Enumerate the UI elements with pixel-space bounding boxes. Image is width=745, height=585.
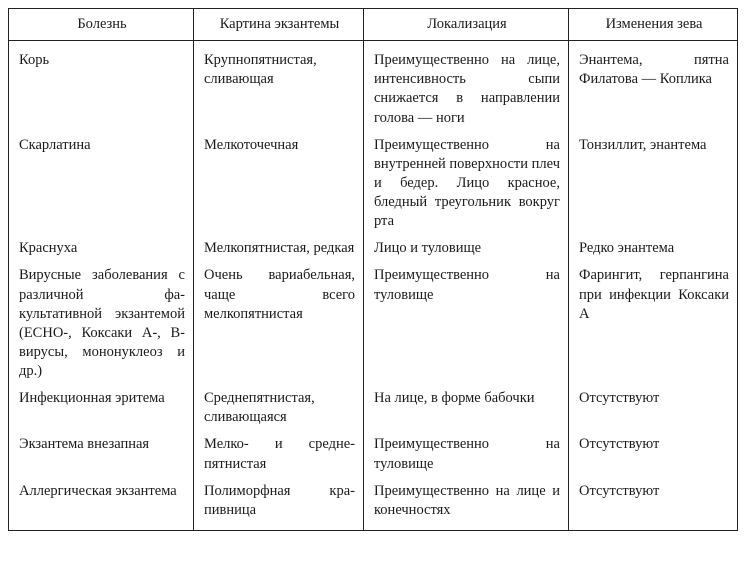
cell-disease: Аллергическая эк­зантема — [9, 478, 194, 531]
cell-disease: Инфекционная эри­тема — [9, 385, 194, 431]
cell-pharynx: Редко энантема — [569, 235, 738, 262]
cell-pharynx: Энантема, пятна Филатова — Коп­лика — [569, 41, 738, 132]
cell-localization: Преимущественно на лице и конечностях — [364, 478, 569, 531]
table-row: Краснуха Мелкопятнистая, редкая Лицо и т… — [9, 235, 738, 262]
table-row: Вирусные заболева­ния с различной фа­кул… — [9, 262, 738, 385]
cell-pattern: Очень вариабель­ная, чаще всего мелкопят… — [194, 262, 364, 385]
cell-localization: Преимущественно на туловище — [364, 262, 569, 385]
table-header-row: Болезнь Картина экзантемы Локализация Из… — [9, 9, 738, 41]
cell-localization: На лице, в форме ба­бочки — [364, 385, 569, 431]
cell-localization: Лицо и туловище — [364, 235, 569, 262]
cell-pattern: Мелко- и средне­пятнистая — [194, 431, 364, 477]
cell-localization: Преимущественно на лице, интенсивность с… — [364, 41, 569, 132]
col-header-pattern: Картина экзантемы — [194, 9, 364, 41]
table-row: Скарлатина Мелкоточечная Преимущественно… — [9, 132, 738, 236]
cell-pattern: Мелкоточечная — [194, 132, 364, 236]
cell-pharynx: Отсутствуют — [569, 478, 738, 531]
cell-localization: Преимущественно на туловище — [364, 431, 569, 477]
cell-pharynx: Тонзиллит, энантема — [569, 132, 738, 236]
cell-pharynx: Фарингит, герпан­гина при инфек­ции Кокс… — [569, 262, 738, 385]
cell-disease: Вирусные заболева­ния с различной фа­кул… — [9, 262, 194, 385]
cell-pattern: Среднепятнистая, сливающаяся — [194, 385, 364, 431]
cell-disease: Корь — [9, 41, 194, 132]
table-row: Корь Крупнопятнистая, сливающая Преимуще… — [9, 41, 738, 132]
cell-localization: Преимущественно на внутренней поверхно­с… — [364, 132, 569, 236]
cell-pattern: Мелкопятнистая, редкая — [194, 235, 364, 262]
table-row: Экзантема внезапная Мелко- и средне­пятн… — [9, 431, 738, 477]
cell-pattern: Полиморфная кра­пивница — [194, 478, 364, 531]
cell-disease: Экзантема внезапная — [9, 431, 194, 477]
cell-disease: Скарлатина — [9, 132, 194, 236]
col-header-pharynx: Изменения зева — [569, 9, 738, 41]
exanthema-differential-table: Болезнь Картина экзантемы Локализация Из… — [8, 8, 738, 531]
table-row: Инфекционная эри­тема Среднепятнистая, с… — [9, 385, 738, 431]
cell-disease: Краснуха — [9, 235, 194, 262]
cell-pharynx: Отсутствуют — [569, 385, 738, 431]
col-header-disease: Болезнь — [9, 9, 194, 41]
cell-pattern: Крупнопятнистая, сливающая — [194, 41, 364, 132]
table-row: Аллергическая эк­зантема Полиморфная кра… — [9, 478, 738, 531]
col-header-localization: Локализация — [364, 9, 569, 41]
cell-pharynx: Отсутствуют — [569, 431, 738, 477]
